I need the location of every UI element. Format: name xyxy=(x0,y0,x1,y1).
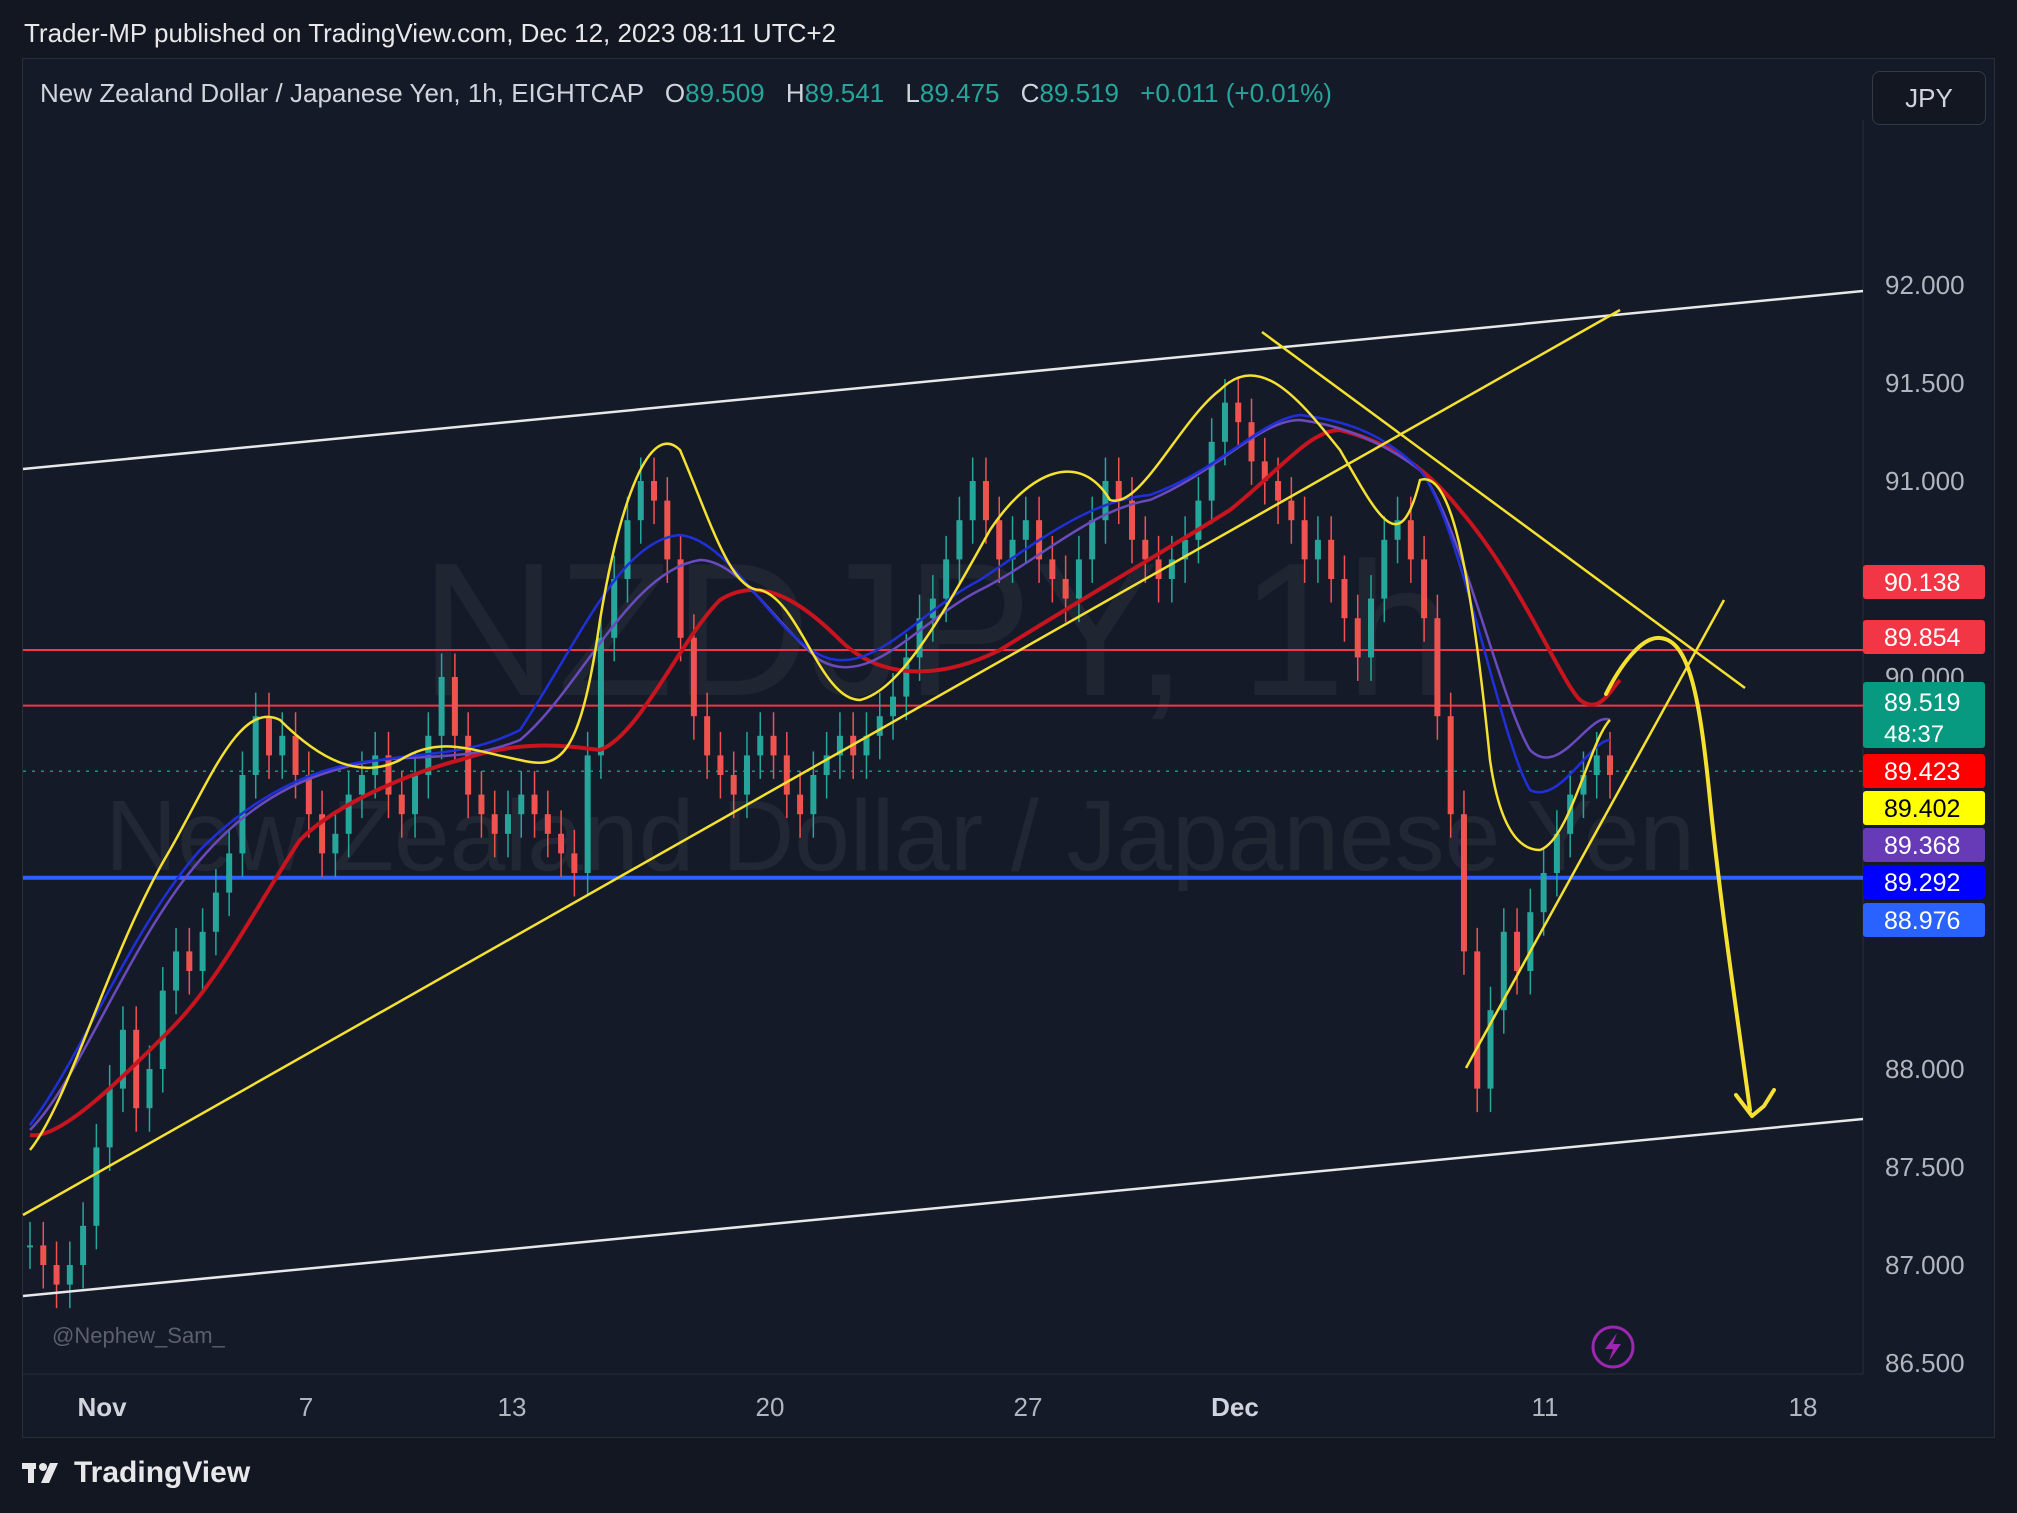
open-value: 89.509 xyxy=(685,78,765,108)
tradingview-logo-icon xyxy=(22,1463,58,1483)
currency-button[interactable]: JPY xyxy=(1872,71,1986,125)
low-label: L xyxy=(905,78,920,108)
high-label: H xyxy=(785,78,805,108)
high-value: 89.541 xyxy=(804,78,885,108)
low-value: 89.475 xyxy=(919,78,1000,108)
open-label: O xyxy=(664,78,686,108)
close-label: C xyxy=(1020,78,1040,108)
symbol-legend: New Zealand Dollar / Japanese Yen, 1h, E… xyxy=(40,78,1332,109)
published-by-line: Trader-MP published on TradingView.com, … xyxy=(24,18,836,48)
change-value: +0.011 (+0.01%) xyxy=(1140,78,1332,108)
tradingview-footer[interactable]: TradingView xyxy=(22,1456,250,1490)
close-value: 89.519 xyxy=(1039,78,1119,108)
tradingview-brand: TradingView xyxy=(74,1456,251,1489)
symbol-title: New Zealand Dollar / Japanese Yen, 1h, E… xyxy=(40,78,644,108)
chart-panel[interactable] xyxy=(22,58,1995,1438)
